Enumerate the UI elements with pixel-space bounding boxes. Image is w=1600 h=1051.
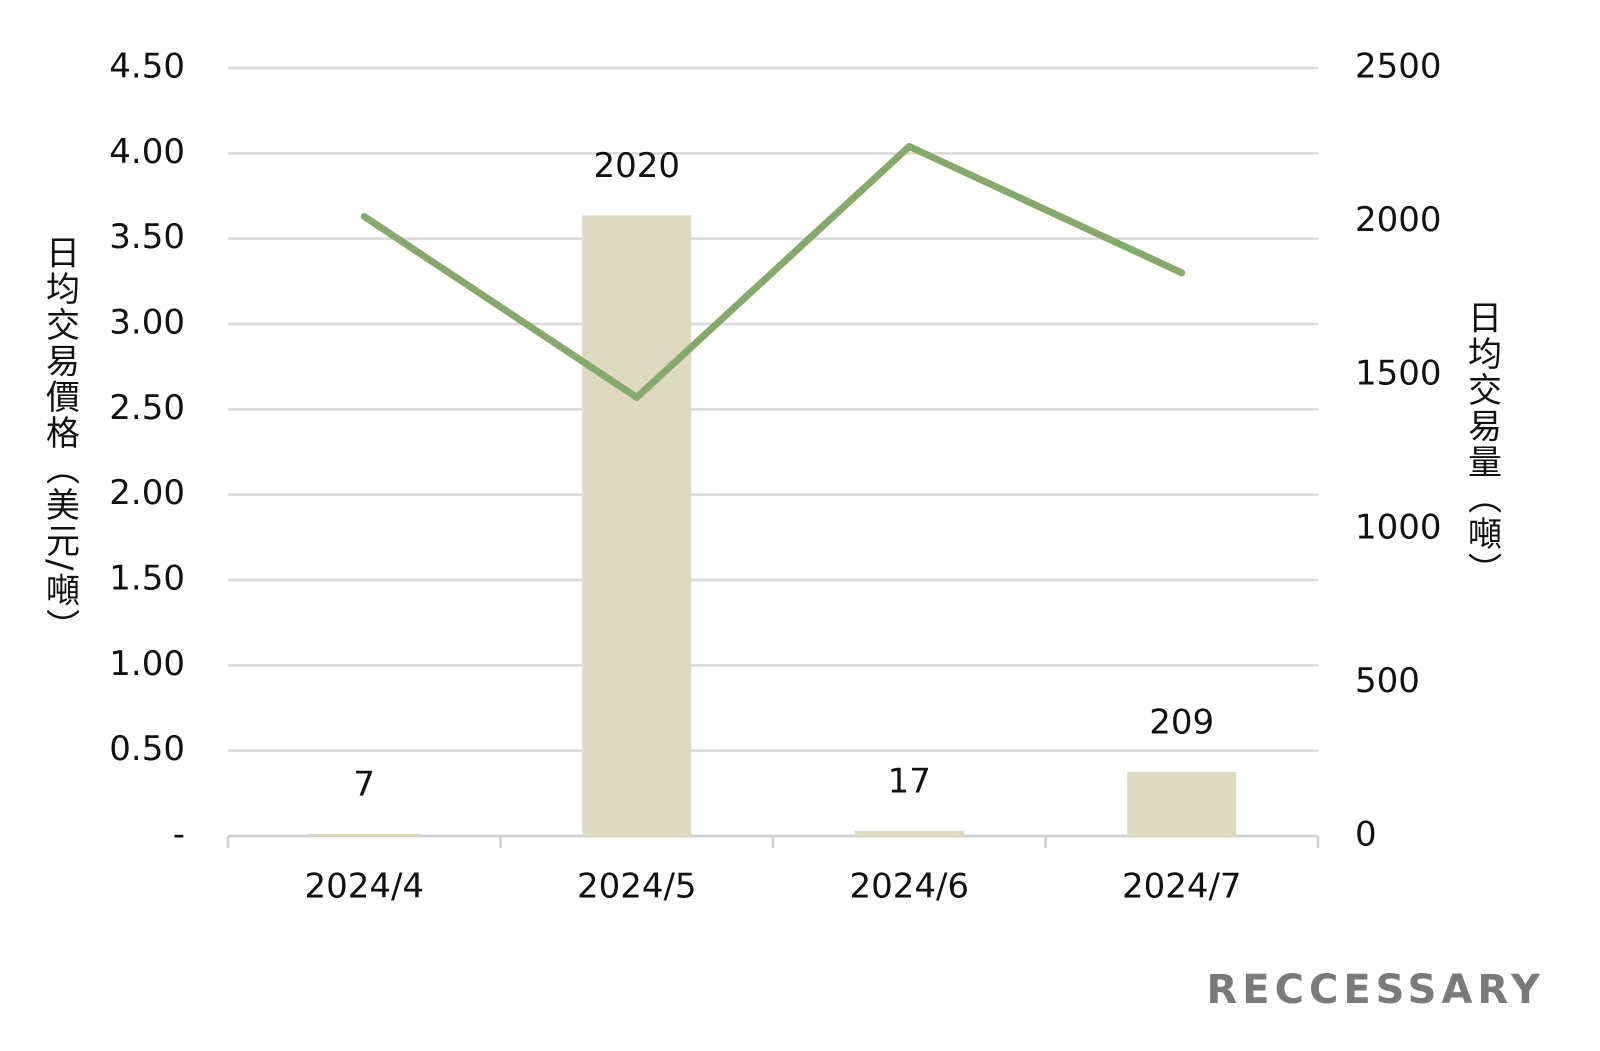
bar xyxy=(309,833,419,836)
x-tick-label: 2024/4 xyxy=(304,867,424,907)
y2-tick-label: 1000 xyxy=(1355,507,1442,547)
y-tick-label: - xyxy=(173,815,185,855)
x-tick-label: 2024/6 xyxy=(849,867,969,907)
y2-tick-label: 2500 xyxy=(1355,47,1442,87)
y-tick-label: 2.00 xyxy=(109,473,185,513)
y2-tick-label: 1500 xyxy=(1355,354,1442,394)
y-tick-label: 4.50 xyxy=(109,47,185,87)
x-tick-label: 2024/7 xyxy=(1122,867,1242,907)
y2-tick-label: 0 xyxy=(1355,815,1377,855)
line xyxy=(360,143,1186,401)
bar xyxy=(582,215,692,836)
watermark: RECCESSARY xyxy=(1206,967,1545,1013)
y-axis-title: 日均交易價格（美元/噸） xyxy=(40,235,80,644)
y-tick-label: 1.50 xyxy=(109,559,185,599)
bar-value-label: 7 xyxy=(353,764,375,804)
y2-tick-label: 2000 xyxy=(1355,200,1442,240)
bar xyxy=(854,830,964,836)
bar-value-label: 2020 xyxy=(593,146,680,186)
y2-axis-title: 日均交易量（噸） xyxy=(1462,300,1502,588)
y-tick-label: 1.00 xyxy=(109,644,185,684)
y-tick-label: 3.50 xyxy=(109,217,185,257)
bar-value-label: 17 xyxy=(888,761,931,801)
y-tick-label: 3.00 xyxy=(109,303,185,343)
y-tick-label: 2.50 xyxy=(109,388,185,428)
y-tick-label: 4.00 xyxy=(109,132,185,172)
bar xyxy=(1127,771,1237,836)
y2-tick-label: 500 xyxy=(1355,661,1420,701)
x-tick-label: 2024/5 xyxy=(577,867,697,907)
y-tick-label: 0.50 xyxy=(109,729,185,769)
bar-value-label: 209 xyxy=(1149,702,1214,742)
